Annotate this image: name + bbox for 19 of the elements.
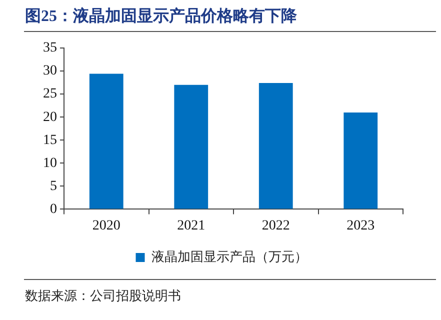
bar [258,83,293,209]
legend-label: 液晶加固显示产品（万元） [151,248,308,264]
bar [89,74,124,209]
bar [174,84,208,209]
y-tick-label: 5 [50,178,57,194]
y-tick-label: 25 [43,86,57,102]
y-tick-label: 35 [43,40,57,56]
y-tick-label: 30 [43,64,57,79]
x-tick-label: 2023 [346,218,375,234]
bar [344,112,378,209]
x-tick-label: 2021 [177,218,206,234]
chart-title: 图25：液晶加固显示产品价格略有下降 [25,6,297,27]
x-tick-label: 2020 [92,218,120,234]
y-tick-label: 10 [43,156,57,171]
y-tick-label: 15 [43,132,57,148]
x-tick-label: 2022 [262,218,290,234]
y-tick-label: 20 [43,110,57,125]
y-tick-label: 0 [50,202,57,217]
source-note: 数据来源：公司招股说明书 [25,287,181,305]
